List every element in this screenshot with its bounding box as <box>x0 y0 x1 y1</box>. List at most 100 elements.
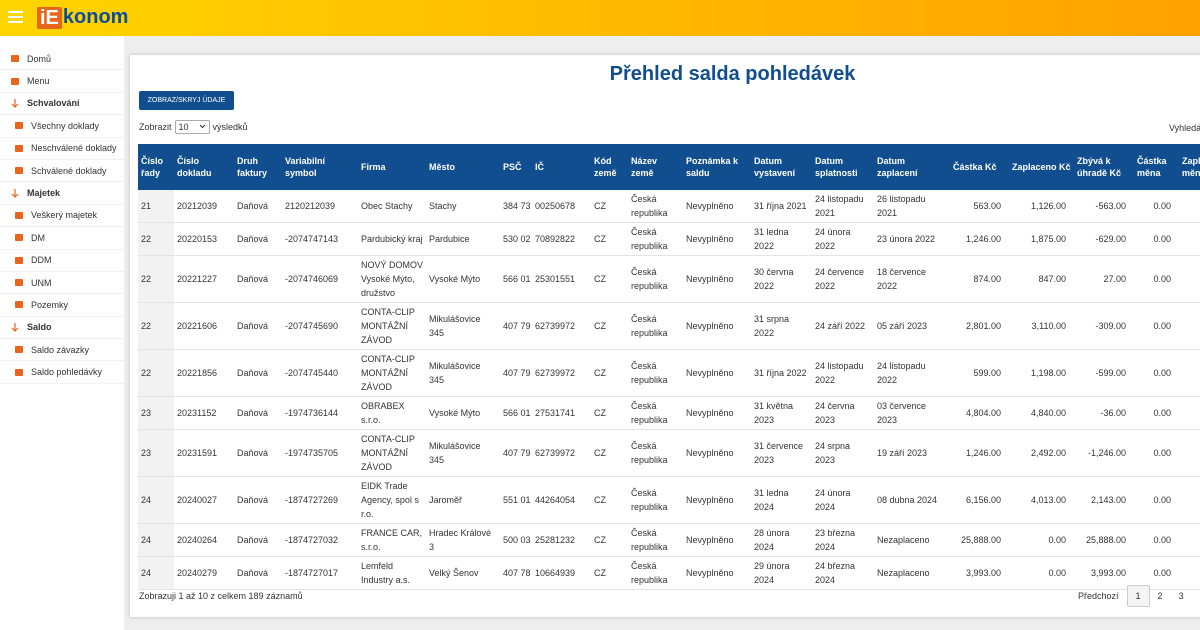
table-row: 24 20240264 Daňová -1874727032 FRANCE CAR, s… <box>138 523 1200 557</box>
table-cell: Lemfeld Industry a.s. <box>358 556 426 590</box>
column-header[interactable]: Město <box>426 144 500 190</box>
column-header[interactable]: Název země <box>628 144 683 190</box>
length-select[interactable]: 10 <box>174 120 210 134</box>
table-cell: 25,888.00 <box>1074 523 1134 557</box>
table-cell: 24 listopadu 2022 <box>874 349 950 397</box>
table-cell: 1,246.00 <box>950 222 1009 256</box>
nav-item[interactable]: Schválené doklady <box>0 160 124 183</box>
table-cell <box>1179 396 1200 430</box>
nav-item[interactable]: Neschválené doklady <box>0 138 124 160</box>
column-header[interactable]: Datum splatnosti <box>812 144 874 190</box>
table-cell: CZ <box>591 349 628 397</box>
table-cell: CZ <box>591 396 628 430</box>
table-cell: 24 února 2024 <box>812 476 874 524</box>
page-button[interactable]: 3 <box>1178 591 1184 601</box>
nav-item[interactable]: Pozemky <box>0 294 124 317</box>
table-cell: CZ <box>591 556 628 590</box>
table-cell: Mikulášovice 345 <box>426 349 500 397</box>
table-cell: 3,993.00 <box>1074 556 1134 590</box>
column-header[interactable]: Zaplaceno měna <box>1179 144 1200 190</box>
column-header[interactable]: IČ <box>532 144 591 190</box>
column-header[interactable]: Číslo dokladu <box>174 144 234 190</box>
table-cell <box>1179 429 1200 477</box>
table-cell: Nevyplněno <box>683 476 751 524</box>
page-button[interactable]: 2 <box>1157 591 1163 601</box>
nav-item-label: DDM <box>31 255 52 266</box>
table-cell: 22 <box>138 302 174 350</box>
nav-item[interactable]: DM <box>0 227 124 250</box>
table-cell: Mikulášovice 345 <box>426 429 500 477</box>
table-cell: 384 73 <box>500 190 532 223</box>
table-cell: 23 února 2022 <box>874 222 950 256</box>
column-header[interactable]: Firma <box>358 144 426 190</box>
column-header[interactable]: Druh faktury <box>234 144 282 190</box>
nav-item-label: Saldo pohledávky <box>31 367 103 378</box>
table-cell: 0.00 <box>1134 190 1179 223</box>
table-cell: 08 dubna 2024 <box>874 476 950 524</box>
table-cell: Česká republika <box>628 302 683 350</box>
nav-item[interactable]: DDM <box>0 250 124 272</box>
column-header[interactable]: Zbývá k úhradě Kč <box>1074 144 1134 190</box>
page-button[interactable]: 1 <box>1126 585 1150 607</box>
nav-group[interactable]: Saldo <box>0 317 124 340</box>
table-cell: Česká republika <box>628 349 683 397</box>
nav-item-label: Pozemky <box>31 299 69 310</box>
menu-toggle[interactable] <box>8 10 24 24</box>
table-cell: 0.00 <box>1009 556 1074 590</box>
table-cell: -1,246.00 <box>1074 429 1134 477</box>
column-header[interactable]: Zaplaceno Kč <box>1009 144 1074 190</box>
column-header[interactable]: Datum vystavení <box>751 144 812 190</box>
column-header[interactable]: Datum zaplacení <box>874 144 950 190</box>
table-cell: 20221227 <box>174 255 234 303</box>
table-cell: Česká republika <box>628 429 683 477</box>
table-cell: 2,801.00 <box>950 302 1009 350</box>
table-cell: Nezaplaceno <box>874 523 950 557</box>
column-header[interactable]: PSČ <box>500 144 532 190</box>
table-cell: 26 listopadu 2021 <box>874 190 950 223</box>
nav-item[interactable]: Domů <box>0 48 124 71</box>
column-header[interactable]: Kód země <box>591 144 628 190</box>
table-cell: CZ <box>591 222 628 256</box>
table-cell: Nevyplněno <box>683 556 751 590</box>
table-cell: 0.00 <box>1134 556 1179 590</box>
table-cell: 407 79 <box>500 302 532 350</box>
table-cell: 24 srpna 2023 <box>812 429 874 477</box>
previous-button[interactable]: Předchozí <box>1078 591 1119 601</box>
table-cell: -1874727032 <box>282 523 358 557</box>
table-cell: -629.00 <box>1074 222 1134 256</box>
table-cell: 24 <box>138 556 174 590</box>
table-cell: 530 02 <box>500 222 532 256</box>
table-cell: 25301551 <box>532 255 591 303</box>
nav-group[interactable]: Majetek <box>0 182 124 205</box>
column-header[interactable]: Částka Kč <box>950 144 1009 190</box>
toggle-button[interactable]: ZOBRAZ/SKRYJ ÚDAJE <box>139 91 234 110</box>
nav-item[interactable]: Všechny doklady <box>0 115 124 138</box>
table-cell: 3,110.00 <box>1009 302 1074 350</box>
table-cell <box>1179 222 1200 256</box>
column-header[interactable]: Variabilní symbol <box>282 144 358 190</box>
column-header[interactable]: Částka měna <box>1134 144 1179 190</box>
table-cell <box>1179 255 1200 303</box>
logo[interactable]: iE konom <box>37 6 128 29</box>
table-cell: 407 79 <box>500 429 532 477</box>
table-cell: 24 <box>138 523 174 557</box>
table-cell: 21 <box>138 190 174 223</box>
nav-item[interactable]: Menu <box>0 70 124 93</box>
column-header[interactable]: Poznámka k saldu <box>683 144 751 190</box>
nav-item[interactable]: Saldo pohledávky <box>0 361 124 384</box>
table-cell: 62739972 <box>532 429 591 477</box>
nav-item[interactable]: UNM <box>0 272 124 295</box>
table-row: 24 20240279 Daňová -1874727017 Lemfeld Indus… <box>138 556 1200 590</box>
table-cell: Daňová <box>234 349 282 397</box>
nav-group[interactable]: Schvalování <box>0 93 124 116</box>
table-cell: -36.00 <box>1074 396 1134 430</box>
nav-item[interactable]: Saldo závazky <box>0 339 124 362</box>
nav-item[interactable]: Veškerý majetek <box>0 205 124 228</box>
table-cell: 24 března 2024 <box>812 556 874 590</box>
table-cell: 1,246.00 <box>950 429 1009 477</box>
nav-item-label: Všechny doklady <box>31 120 100 131</box>
table-cell: 31 srpna 2022 <box>751 302 812 350</box>
table-cell: -1874727269 <box>282 476 358 524</box>
table-cell: 24 února 2022 <box>812 222 874 256</box>
column-header[interactable]: Číslo řady <box>138 144 174 190</box>
